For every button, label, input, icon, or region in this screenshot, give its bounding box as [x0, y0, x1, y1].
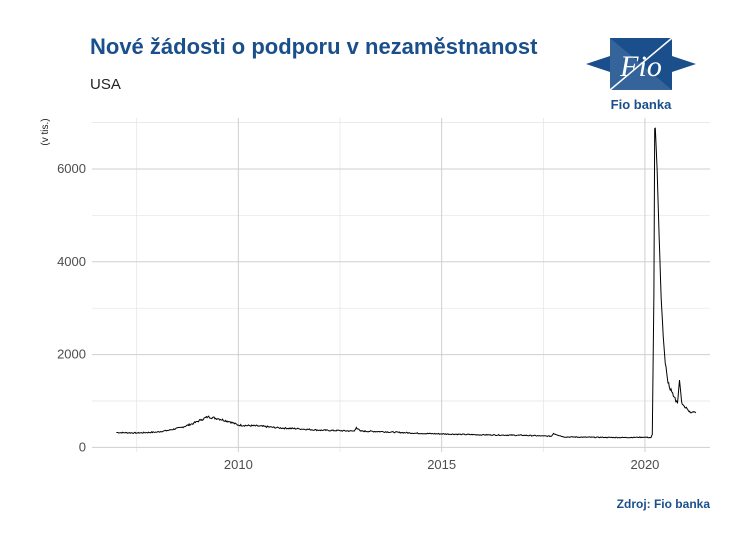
y-tick-label: 2000	[57, 347, 86, 362]
fio-banka-logo: Fio Fio banka	[586, 36, 696, 114]
x-tick-label: 2020	[630, 457, 659, 472]
x-tick-label: 2010	[224, 457, 253, 472]
grid-lines	[92, 118, 710, 452]
tick-labels: 0 2000 4000 6000 2010 2015 2020	[57, 161, 659, 472]
chart-subtitle: USA	[90, 76, 121, 93]
logo-mark-text: Fio	[619, 50, 662, 83]
chart-title: Nové žádosti o podporu v nezaměstnanost	[90, 34, 538, 59]
logo-name: Fio banka	[611, 97, 672, 112]
series-line	[116, 127, 697, 439]
logo-right-arrow	[672, 56, 696, 72]
source-note: Zdroj: Fio banka	[616, 497, 710, 511]
logo-left-arrow	[586, 56, 610, 72]
y-tick-label: 4000	[57, 254, 86, 269]
logo-diagonal	[609, 37, 673, 91]
y-axis-label: (v tis.)	[40, 118, 51, 145]
x-tick-label: 2015	[427, 457, 456, 472]
y-tick-label: 0	[79, 439, 86, 454]
y-tick-label: 6000	[57, 161, 86, 176]
